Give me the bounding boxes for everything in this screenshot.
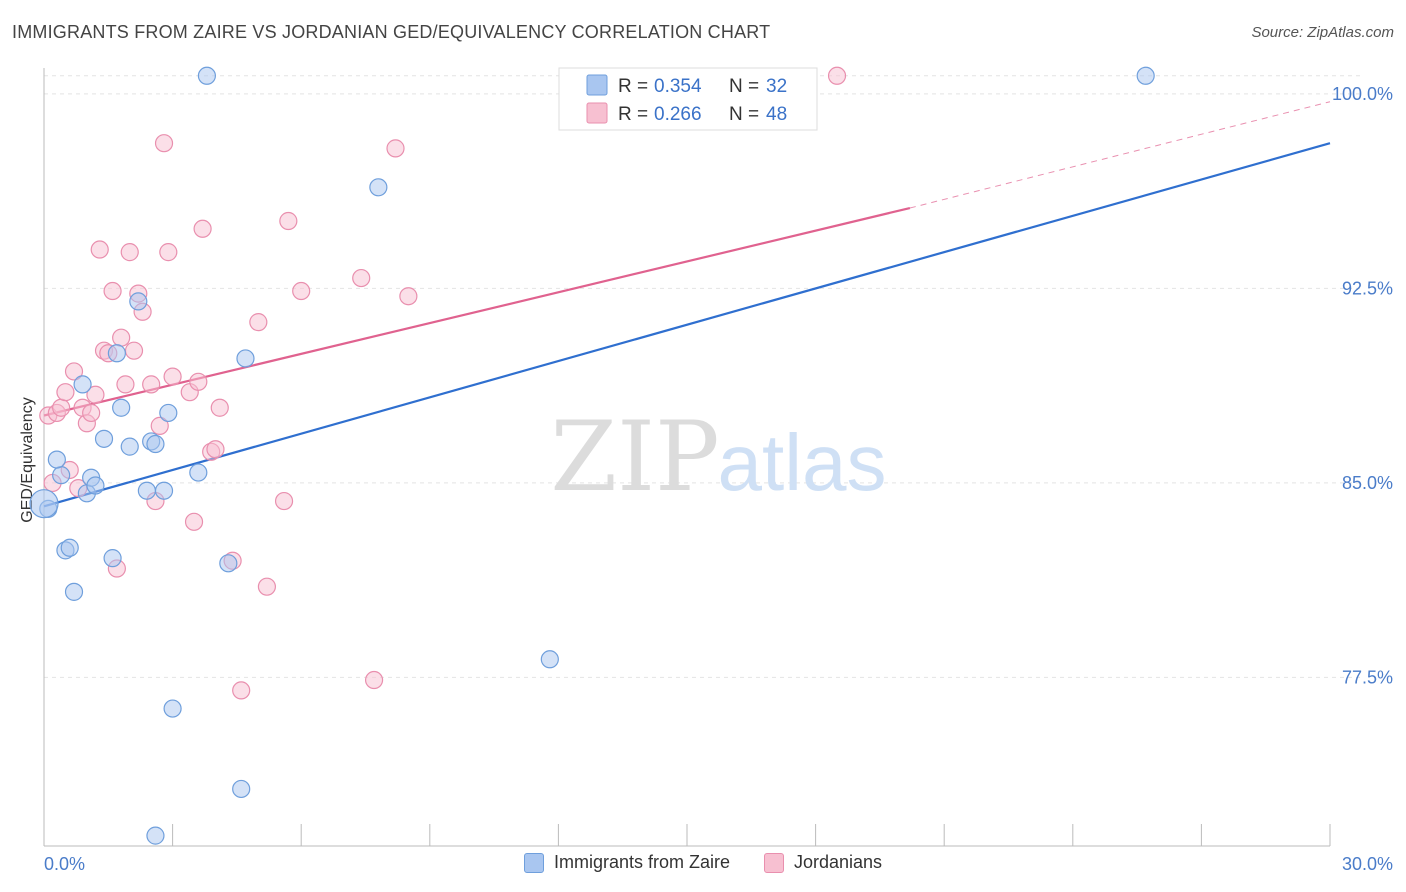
point-zaire-2 (47, 450, 66, 469)
point-jordanians-26 (154, 134, 174, 153)
point-jordanians-4 (56, 383, 75, 402)
y-tick-label-1: 85.0% (1342, 473, 1393, 493)
point-jordanians-35 (210, 398, 229, 417)
point-jordanians-42 (292, 281, 311, 301)
point-zaire-20 (159, 403, 178, 423)
y-tick-label-0: 77.5% (1342, 667, 1393, 687)
point-jordanians-18 (116, 375, 135, 394)
point-zaire-24 (232, 779, 251, 799)
point-jordanians-6 (64, 362, 84, 381)
trend-line-jordanians-extension (909, 101, 1331, 209)
legend-r-label-jordanians: R = (618, 104, 648, 125)
legend-top: R = 0.354 N = 32 R = 0.266 N = 48 (558, 67, 818, 131)
legend-label-jordanians: Jordanians (793, 852, 883, 872)
point-zaire-10 (94, 429, 114, 448)
watermark: ZIP atlas (550, 401, 886, 513)
legend-swatch-jordanians (763, 852, 784, 873)
trend-line-jordanians (43, 206, 911, 417)
point-zaire-18 (146, 434, 165, 454)
point-jordanians-23 (142, 375, 161, 394)
point-jordanians-37 (232, 681, 251, 700)
legend-item-zaire[interactable]: Immigrants from Zaire (523, 852, 730, 873)
gridlines (44, 75, 1360, 678)
point-jordanians-34 (206, 440, 225, 459)
y-tick-label-3: 100.0% (1332, 84, 1393, 104)
point-zaire-11 (103, 549, 122, 568)
point-jordanians-12 (90, 240, 109, 259)
point-zaire-30 (1136, 66, 1155, 85)
point-jordanians-43 (352, 268, 371, 288)
point-jordanians-32 (193, 219, 212, 238)
point-zaire-31 (29, 489, 59, 519)
x-tick-label-1: 30.0% (1342, 854, 1393, 874)
point-jordanians-25 (150, 416, 169, 435)
legend-item-jordanians[interactable]: Jordanians (763, 852, 883, 873)
point-jordanians-38 (249, 313, 268, 332)
point-zaire-1 (52, 466, 71, 485)
point-jordanians-19 (120, 243, 139, 262)
point-jordanians-17 (112, 328, 131, 347)
point-jordanians-44 (364, 670, 384, 690)
legend-n-value-jordanians: 48 (766, 104, 787, 125)
point-zaire-16 (137, 481, 156, 500)
legend-swatch-jordanians (586, 102, 608, 124)
point-zaire-6 (73, 375, 92, 394)
point-zaire-13 (112, 398, 131, 417)
point-jordanians-31 (189, 372, 208, 391)
chart-title: IMMIGRANTS FROM ZAIRE VS JORDANIAN GED/E… (12, 22, 771, 42)
point-zaire-9 (86, 476, 105, 495)
legend-r-value-zaire: 0.354 (654, 76, 702, 97)
point-zaire-28 (369, 178, 388, 197)
legend-r-label-zaire: R = (618, 76, 648, 97)
y-tick-label-2: 92.5% (1342, 278, 1393, 298)
axes (43, 68, 1331, 847)
x-tick-label-0: 0.0% (44, 854, 85, 874)
point-jordanians-41 (279, 211, 298, 231)
legend-n-value-zaire: 32 (766, 76, 787, 97)
point-jordanians-3 (52, 398, 71, 417)
legend-label-zaire: Immigrants from Zaire (553, 852, 730, 872)
point-jordanians-47 (827, 66, 847, 85)
point-zaire-26 (146, 826, 165, 845)
legend-n-label-jordanians: N = (729, 104, 759, 125)
point-zaire-19 (154, 481, 174, 500)
point-jordanians-10 (82, 403, 101, 423)
point-jordanians-20 (124, 341, 144, 360)
point-zaire-23 (219, 554, 238, 573)
point-jordanians-15 (103, 281, 122, 301)
trend-line-zaire (43, 142, 1331, 508)
point-zaire-21 (163, 699, 182, 718)
point-jordanians-28 (163, 367, 182, 386)
legend-swatch-zaire (523, 852, 544, 873)
point-zaire-27 (197, 66, 216, 85)
bottom-legend: Immigrants from Zaire Jordanians (0, 852, 1406, 873)
point-jordanians-11 (86, 385, 105, 404)
watermark-atlas: atlas (718, 418, 887, 507)
legend-n-label-zaire: N = (729, 76, 759, 97)
point-zaire-15 (129, 292, 148, 311)
point-jordanians-40 (274, 491, 294, 511)
trend-lines (43, 101, 1331, 508)
point-jordanians-27 (159, 243, 178, 262)
point-zaire-29 (540, 650, 559, 669)
point-jordanians-45 (386, 139, 405, 158)
point-jordanians-46 (399, 287, 418, 306)
watermark-zip: ZIP (550, 401, 719, 513)
point-zaire-4 (60, 538, 79, 557)
legend-swatch-zaire (586, 74, 608, 96)
data-points (29, 66, 1155, 845)
point-zaire-22 (189, 463, 208, 482)
source-label: Source: ZipAtlas.com (1251, 24, 1394, 41)
point-zaire-14 (120, 437, 139, 456)
point-zaire-5 (64, 582, 84, 601)
point-jordanians-30 (184, 512, 204, 531)
point-jordanians-39 (257, 577, 277, 596)
point-zaire-25 (236, 349, 255, 368)
point-zaire-12 (107, 344, 126, 363)
tick-labels: 77.5% 85.0% 92.5% 100.0% 0.0% 30.0% (44, 84, 1393, 874)
legend-r-value-jordanians: 0.266 (654, 104, 702, 125)
